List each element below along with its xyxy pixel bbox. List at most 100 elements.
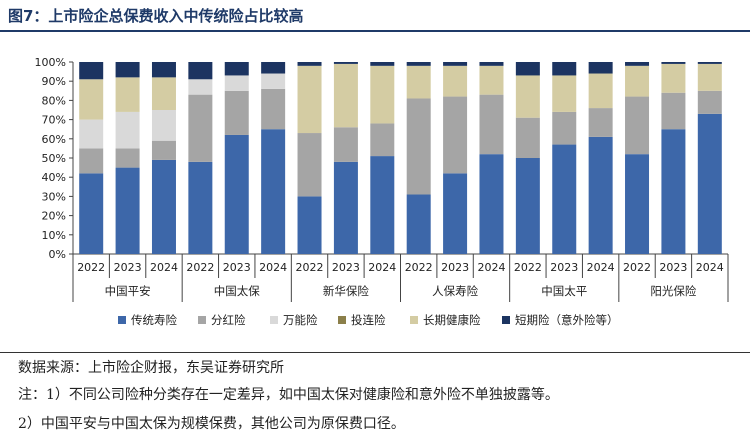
bar-segment	[224, 62, 249, 76]
y-tick-label: 30%	[42, 190, 66, 203]
bar-segment	[588, 136, 613, 254]
bar-segment	[297, 133, 322, 197]
bar-segment	[79, 62, 104, 80]
x-tick-label: 2024	[477, 261, 505, 274]
bar-segment	[188, 94, 213, 162]
x-tick-label: 2024	[368, 261, 396, 274]
bar-segment	[552, 62, 577, 76]
bar-segment	[115, 148, 140, 168]
y-tick-label: 20%	[42, 210, 66, 223]
bar-segment	[188, 79, 213, 95]
legend-swatch	[410, 316, 418, 324]
y-tick-label: 0%	[49, 248, 66, 261]
bar-segment	[588, 108, 613, 137]
group-label: 中国太保	[214, 284, 260, 298]
legend-swatch	[270, 316, 278, 324]
x-tick-label: 2022	[514, 261, 542, 274]
bar-segment	[515, 158, 540, 254]
bar-segment	[697, 62, 722, 64]
legend-swatch	[198, 316, 206, 324]
legend-swatch	[338, 316, 346, 324]
bar-segment	[297, 65, 322, 134]
bar-segment	[224, 90, 249, 135]
x-tick-label: 2023	[441, 261, 469, 274]
x-tick-label: 2024	[587, 261, 615, 274]
footnote-2: 2）中国平安与中国太保为规模保费，其他公司为原保费口径。	[18, 416, 405, 432]
bar-segment	[443, 96, 468, 174]
bar-segment	[625, 62, 650, 66]
bar-segment	[333, 161, 358, 254]
legend-label: 短期险（意外险等）	[515, 313, 619, 327]
title-bar: 图7：上市险企总保费收入中传统险占比较高	[0, 0, 750, 32]
y-tick-label: 80%	[42, 94, 66, 107]
x-tick-label: 2023	[223, 261, 251, 274]
bar-segment	[443, 62, 468, 66]
footnote-1: 注：1）不同公司险种分类存在一定差异，如中国太保对健康险和意外险不单独披露等。	[18, 387, 559, 403]
group-label: 阳光保险	[650, 284, 696, 298]
stacked-bar-chart: 0% 10% 20% 30% 40% 50% 60% 70% 80% 90% 100% 2022 202…	[35, 56, 729, 327]
x-tick-label: 2023	[114, 261, 142, 274]
bar-segment	[479, 62, 504, 66]
bar-segment	[552, 75, 577, 112]
group-label: 人保寿险	[432, 284, 478, 298]
bar-segment	[151, 62, 176, 78]
y-tick-label: 40%	[42, 171, 66, 184]
x-tick-label: 2022	[405, 261, 433, 274]
bar-segment	[297, 196, 322, 254]
bar-segment	[443, 65, 468, 97]
bar-segment	[370, 62, 395, 66]
bar-segment	[625, 154, 650, 254]
bar-segment	[224, 134, 249, 254]
bar-segment	[261, 129, 286, 254]
bar-segment	[588, 62, 613, 74]
x-tick-label: 2022	[186, 261, 214, 274]
bar-segment	[697, 90, 722, 114]
legend-label: 分红险	[211, 313, 246, 327]
bar-segment	[370, 65, 395, 124]
bar-segment	[443, 173, 468, 254]
chart-title: 图7：上市险企总保费收入中传统险占比较高	[8, 7, 304, 25]
bar-segment	[151, 140, 176, 160]
x-tick-label: 2022	[77, 261, 105, 274]
bar-segment	[151, 77, 176, 110]
bar-segment	[333, 62, 358, 64]
bar-segment	[406, 98, 431, 195]
bar-segment	[406, 65, 431, 99]
bar-segment	[661, 63, 686, 93]
y-tick-label: 60%	[42, 133, 66, 146]
bar-segment	[479, 94, 504, 155]
y-tick-label: 70%	[42, 114, 66, 127]
bar-segment	[79, 79, 104, 120]
bar-segment	[333, 63, 358, 128]
bar-segment	[333, 127, 358, 162]
x-tick-label: 2023	[332, 261, 360, 274]
legend-label: 传统寿险	[131, 313, 177, 327]
y-tick-label: 100%	[35, 56, 66, 69]
x-tick-label: 2024	[150, 261, 178, 274]
y-tick-label: 10%	[42, 229, 66, 242]
bar-segment	[79, 119, 104, 149]
legend-label: 投连险	[351, 313, 386, 327]
bar-segment	[588, 73, 613, 109]
y-tick-label: 90%	[42, 75, 66, 88]
bar-segment	[297, 62, 322, 66]
bar-segment	[552, 111, 577, 145]
bar-segment	[661, 92, 686, 130]
bar-segment	[261, 62, 286, 74]
bar-segment	[661, 129, 686, 254]
bar-segment	[115, 111, 140, 149]
notes-divider	[0, 352, 750, 353]
legend-swatch	[502, 316, 510, 324]
x-tick-label: 2022	[623, 261, 651, 274]
x-tick-label: 2024	[259, 261, 287, 274]
bar-segment	[188, 161, 213, 254]
bar-segment	[479, 154, 504, 254]
bar-segment	[115, 62, 140, 78]
x-tick-label: 2023	[550, 261, 578, 274]
bar-segment	[697, 113, 722, 254]
bar-segment	[625, 96, 650, 155]
x-tick-label: 2024	[696, 261, 724, 274]
group-label: 中国太平	[541, 284, 587, 298]
bar-segment	[625, 65, 650, 97]
legend-label: 长期健康险	[423, 313, 481, 327]
